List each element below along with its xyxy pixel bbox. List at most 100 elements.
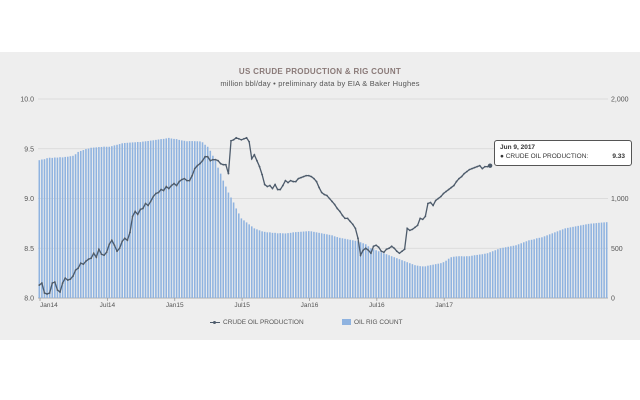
- rig-count-bar: [232, 202, 235, 298]
- production-point: [395, 250, 398, 253]
- rig-count-bar: [341, 238, 344, 298]
- rig-count-bar: [300, 231, 302, 298]
- production-point: [473, 166, 476, 169]
- production-point: [375, 244, 378, 247]
- rig-count-bar: [157, 139, 160, 298]
- rig-count-bar: [149, 140, 152, 298]
- rig-count-bar: [466, 256, 468, 298]
- y-right-tick-label: 1,000: [611, 196, 629, 203]
- rig-count-bar: [538, 237, 541, 298]
- rig-count-bar: [339, 237, 341, 298]
- production-point: [302, 175, 305, 178]
- tooltip-date: Jun 9, 2017: [500, 144, 536, 151]
- rig-count-bar: [38, 160, 41, 298]
- production-point: [162, 189, 165, 192]
- production-point: [484, 165, 486, 168]
- rig-count-bar: [385, 254, 388, 298]
- production-point: [274, 183, 276, 186]
- rig-count-bar: [471, 255, 473, 298]
- rig-count-bar: [297, 231, 300, 298]
- production-point: [266, 185, 269, 188]
- y-right-tick-label: 2,000: [611, 97, 629, 104]
- production-point: [139, 208, 142, 211]
- production-point: [442, 192, 445, 195]
- production-point: [325, 194, 328, 197]
- tooltip-label-text: CRUDE OIL PRODUCTION:: [505, 153, 589, 160]
- x-tick-label: Jan15: [166, 302, 184, 309]
- rig-count-bar: [383, 253, 385, 298]
- rig-count-bar: [605, 222, 608, 298]
- legend-item-rig-count[interactable]: OIL RIG COUNT: [342, 319, 403, 326]
- rig-count-bar: [559, 230, 561, 298]
- rig-count-bar: [219, 173, 222, 298]
- rig-count-bar: [481, 254, 484, 298]
- production-point: [385, 248, 388, 251]
- rig-count-bar: [313, 231, 315, 298]
- legend-item-production[interactable]: CRUDE OIL PRODUCTION: [210, 319, 304, 326]
- rig-count-bar: [310, 231, 313, 298]
- rig-count-bar: [43, 159, 46, 298]
- production-point: [408, 229, 411, 232]
- production-point: [72, 275, 74, 278]
- rig-count-bar: [103, 146, 105, 298]
- production-point: [105, 251, 108, 254]
- rig-count-bar: [302, 231, 305, 298]
- production-point: [188, 179, 191, 182]
- rig-count-bar: [129, 142, 131, 298]
- production-point: [87, 258, 90, 261]
- production-point: [310, 175, 313, 178]
- production-point: [214, 158, 217, 161]
- rig-count-bar: [271, 232, 274, 298]
- production-point: [206, 155, 209, 158]
- production-point: [416, 224, 419, 227]
- rig-count-bar: [225, 186, 227, 298]
- rig-count-bar: [421, 266, 424, 298]
- production-point: [48, 292, 51, 294]
- production-point: [211, 158, 214, 161]
- rig-count-bar: [442, 262, 445, 298]
- rig-count-bar: [284, 233, 287, 298]
- rig-count-bar: [362, 243, 364, 298]
- rig-count-bar: [352, 240, 354, 298]
- y-left-tick-label: 8.5: [24, 246, 34, 253]
- rig-count-bar: [248, 224, 250, 298]
- rig-count-bar: [258, 230, 261, 298]
- rig-count-bar: [173, 138, 175, 298]
- rig-count-bar: [548, 234, 551, 298]
- production-point: [419, 217, 422, 220]
- rig-count-bar: [269, 232, 271, 298]
- rig-count-bar: [274, 232, 276, 298]
- production-point: [382, 251, 385, 254]
- rig-count-bar: [489, 252, 491, 298]
- production-point: [77, 267, 80, 270]
- rig-count-bar: [320, 233, 323, 298]
- rig-count-bar: [126, 142, 129, 298]
- production-point: [323, 193, 326, 196]
- production-point: [152, 195, 155, 198]
- production-point: [315, 180, 318, 183]
- production-point: [204, 155, 207, 158]
- rig-count-bar: [585, 224, 587, 298]
- production-point: [336, 207, 339, 210]
- production-point: [224, 163, 227, 166]
- rig-count-bar: [170, 138, 173, 298]
- rig-count-bar: [572, 226, 574, 298]
- rig-count-bar: [453, 256, 455, 298]
- rig-count-bar: [279, 233, 282, 298]
- rig-count-bar: [46, 158, 48, 298]
- production-point: [56, 289, 59, 291]
- production-point: [61, 282, 64, 284]
- production-point: [51, 282, 54, 284]
- production-point: [82, 263, 85, 266]
- production-point: [401, 250, 403, 253]
- rig-count-bar: [305, 231, 307, 298]
- production-point: [186, 179, 188, 182]
- production-point: [92, 252, 95, 255]
- rig-count-bar: [484, 253, 486, 298]
- rig-count-bar: [398, 259, 401, 298]
- production-point: [333, 203, 336, 206]
- x-tick-label: Jul14: [100, 302, 116, 309]
- production-point: [201, 159, 204, 162]
- production-point: [287, 181, 289, 184]
- rig-count-bar: [403, 261, 406, 298]
